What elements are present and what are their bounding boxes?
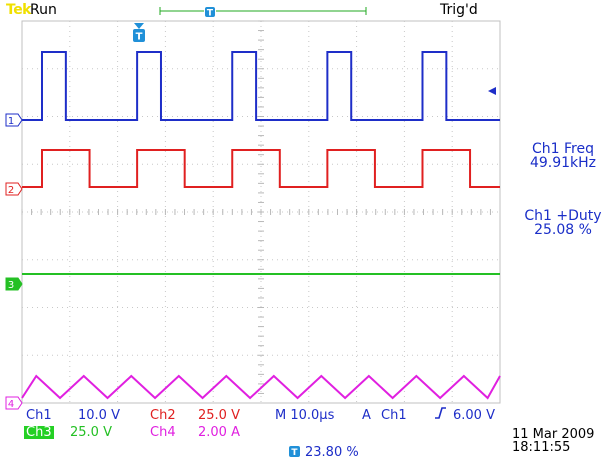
svg-text:T: T	[207, 9, 214, 19]
ch4-scale[interactable]: 2.00 A	[198, 425, 240, 440]
measurement-label: Ch1 +Duty	[524, 208, 602, 224]
acquisition-state: Run	[30, 2, 57, 18]
trigger-source[interactable]: Ch1	[381, 408, 407, 423]
measurement-ch1-freq: Ch1 Freq 49.91kHz	[517, 142, 609, 170]
measurement-value: 25.08 %	[534, 222, 592, 238]
trigger-coupling[interactable]: A	[362, 408, 371, 423]
rising-edge-icon	[435, 407, 446, 419]
trigger-position-readout: 23.80 %	[305, 445, 359, 460]
ch1-waveform	[22, 51, 500, 121]
ch1-label[interactable]: Ch1	[26, 408, 52, 423]
trigger-t-icon[interactable]: T	[133, 23, 145, 43]
ch2-marker-label: 2	[8, 185, 14, 196]
grid-ticks	[21, 20, 491, 394]
ch4-marker-label: 4	[8, 399, 14, 410]
ch2-ground-marker[interactable]: 2	[5, 182, 23, 196]
left-arrow-icon[interactable]	[488, 87, 496, 95]
record-view-bar: T	[159, 6, 367, 19]
ch3-ground-marker[interactable]: 3	[5, 277, 23, 291]
svg-text:T: T	[136, 32, 143, 43]
trigger-state: Trig'd	[440, 2, 478, 18]
ch3-marker-label: 3	[8, 280, 14, 291]
svg-text:T: T	[291, 448, 298, 458]
ch2-waveform	[22, 149, 500, 188]
trigger-position-icon: T	[205, 7, 215, 19]
ch1-scale[interactable]: 10.0 V	[78, 408, 120, 423]
ch4-label[interactable]: Ch4	[150, 425, 176, 440]
ch3-scale[interactable]: 25.0 V	[70, 425, 112, 440]
ch1-marker-label: 1	[8, 116, 14, 127]
ch4-ground-marker[interactable]: 4	[5, 396, 23, 410]
trigger-position-bottom-icon: T	[289, 446, 300, 458]
brand-logo: Tek	[6, 2, 32, 18]
date-readout: 11 Mar 2009	[512, 427, 595, 442]
measurement-label: Ch1 Freq	[532, 141, 594, 157]
trigger-level[interactable]: 6.00 V	[453, 408, 495, 423]
measurement-value: 49.91kHz	[529, 155, 597, 171]
ch2-scale[interactable]: 25.0 V	[198, 408, 240, 423]
ch4-waveform	[21, 374, 501, 400]
ch3-label[interactable]: Ch3	[24, 425, 54, 440]
timestamp: 11 Mar 2009 18:11:55	[512, 428, 610, 454]
timebase[interactable]: M 10.0µs	[275, 408, 335, 423]
ch1-ground-marker[interactable]: 1	[5, 113, 23, 127]
ch2-label[interactable]: Ch2	[150, 408, 176, 423]
time-readout: 18:11:55	[512, 440, 571, 455]
measurement-ch1-duty: Ch1 +Duty 25.08 %	[517, 209, 609, 237]
